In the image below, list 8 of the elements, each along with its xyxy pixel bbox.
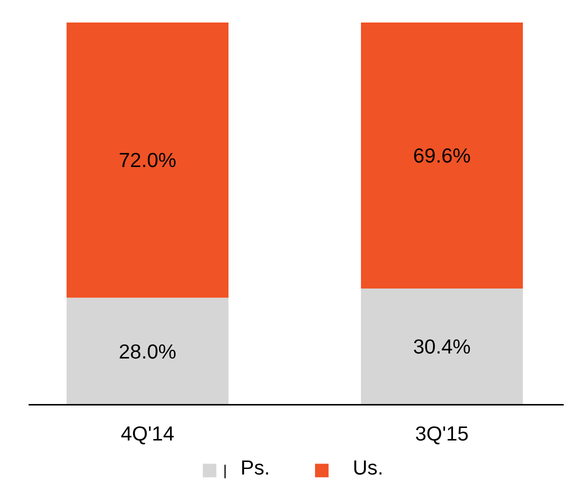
data-label: 69.6% [413,146,471,168]
data-label: 72.0% [118,150,176,172]
legend-label: Us. [352,457,384,480]
x-tick-label: 4Q'14 [120,424,174,446]
data-label: 30.4% [413,336,471,359]
text: Ps. [240,457,270,480]
x-tick-label: 3Q'15 [415,424,469,446]
data-label: 28.0% [118,341,176,364]
